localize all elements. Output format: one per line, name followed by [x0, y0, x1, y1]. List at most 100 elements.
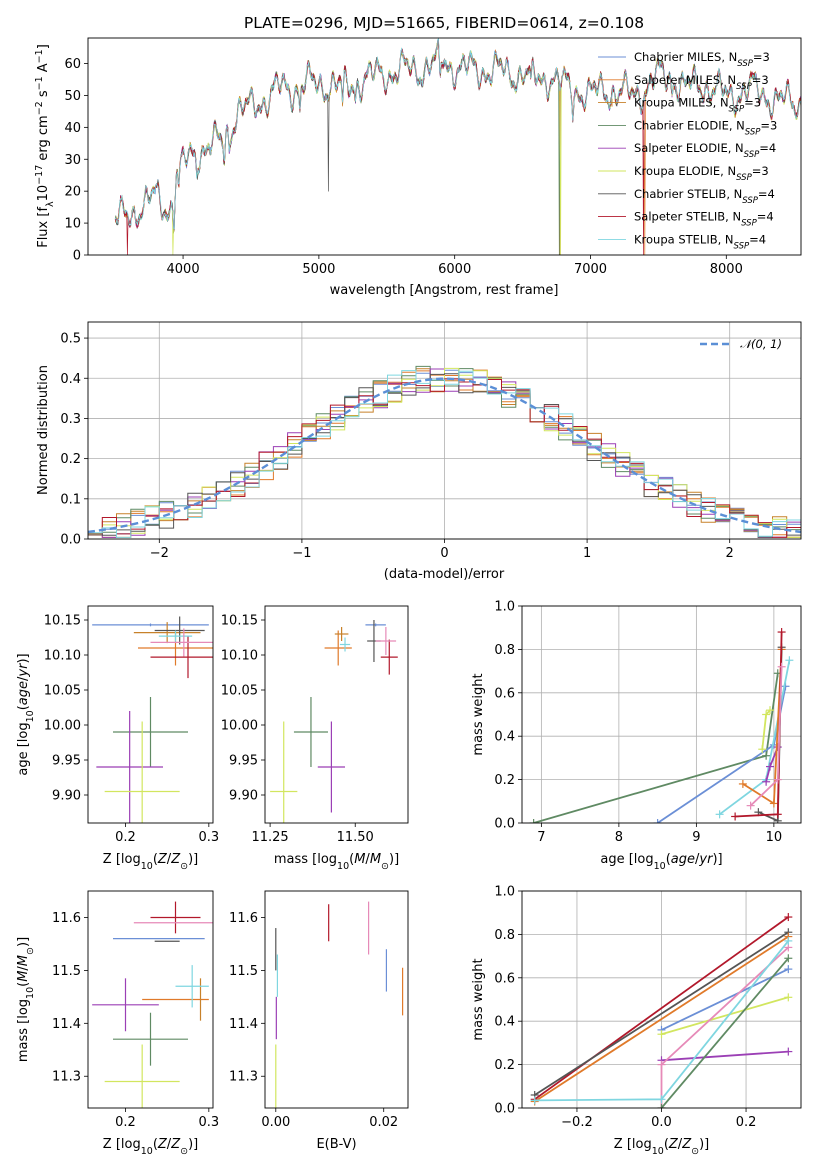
legend-count: =4: [758, 187, 775, 201]
label-part: 10: [654, 861, 666, 872]
hist-step-kroupa-elodie: [88, 367, 801, 538]
legend-count: =3: [753, 50, 770, 64]
y-tick-label: 0.4: [60, 372, 81, 387]
legend-series-name: Salpeter MILES, N: [634, 73, 736, 87]
legend-series-name: Chabrier ELODIE, N: [634, 118, 745, 132]
normal-curve: [88, 377, 801, 534]
label-part: /: [678, 1137, 683, 1152]
y-tick-label: 0.8: [494, 928, 515, 943]
label-part: mass [log: [16, 999, 31, 1062]
label-part: ⊙: [25, 947, 36, 955]
legend-series-name: Kroupa ELODIE, N: [634, 164, 736, 178]
legend-entry: Salpeter ELODIE, NSSP=4: [634, 141, 776, 160]
legend-subscript: SSP: [736, 173, 752, 183]
y-tick-label: 10.10: [44, 649, 81, 664]
legend-series-name: Salpeter STELIB, N: [634, 210, 741, 224]
label-part: 10: [25, 710, 36, 722]
label-part: −2: [34, 101, 45, 115]
plot-area: [114, 38, 801, 255]
legend-subscript: SSP: [744, 150, 760, 160]
weight-line-salpeter-miles: [534, 935, 789, 1103]
label-part: (: [16, 705, 31, 710]
label-part: M: [354, 852, 365, 867]
plot-area: [92, 901, 213, 1108]
label-part: Z [log: [103, 852, 141, 867]
axes-mass-vs-z: 0.2 0.311.311.411.511.6Z [log10(Z/Z⊙)]mas…: [16, 890, 219, 1157]
label-part: Z: [157, 1137, 168, 1152]
axes-frame: 0.2 0.311.311.411.511.6Z [log10(Z/Z⊙)]mas…: [16, 890, 219, 1157]
label-part: /: [365, 852, 370, 867]
label-part: 10: [141, 1146, 153, 1157]
x-tick-label: 0.02: [369, 1115, 398, 1130]
axes-age-vs-z: 0.2 0.3 9.90 9.95 10.00 10.05 10.10 10.15 Z [log…: [16, 605, 219, 872]
x-tick-label: 1: [583, 546, 591, 561]
y-tick-label: 0.5: [60, 332, 81, 347]
y-axis-label: mass weight: [471, 958, 486, 1040]
label-part: 10: [36, 185, 51, 202]
hist-step-salpeter-stelib: [88, 378, 801, 538]
x-tick-label: 7: [537, 830, 545, 845]
y-tick-label: 0.0: [494, 817, 515, 832]
label-part: Z: [170, 1137, 181, 1152]
x-tick-label: −2: [150, 546, 169, 561]
x-tick-label: 0.3: [198, 830, 219, 845]
label-part: )]: [188, 1137, 198, 1152]
plot-area: [530, 913, 793, 1108]
legend-entry: Chabrier ELODIE, NSSP=3: [634, 118, 777, 137]
label-part: age [log: [16, 722, 31, 775]
x-tick-label: 7000: [574, 262, 607, 277]
label-part: )]: [712, 852, 722, 867]
x-axis-label: age [log10(age/yr)]: [600, 852, 722, 872]
y-tick-label: 0.0: [494, 1102, 515, 1117]
axes-border: [87, 890, 214, 1109]
label-part: M: [370, 852, 381, 867]
legend-entry: Kroupa MILES, NSSP=3: [634, 96, 761, 115]
y-axis-label: Normed distribution: [36, 365, 51, 495]
y-tick-label: 1.0: [494, 600, 515, 615]
legend-count: =4: [759, 141, 776, 155]
x-tick-label: 0.2: [736, 1115, 757, 1130]
x-tick-label: 8: [615, 830, 623, 845]
plot-area: [88, 365, 801, 538]
axes-border: [87, 37, 802, 256]
x-tick-label: −0.2: [561, 1115, 593, 1130]
spectrum-line-kroupa-stelib: [114, 38, 801, 230]
label-part: /: [167, 852, 172, 867]
label-part: /: [695, 852, 700, 867]
y-tick-label: 10.15: [221, 614, 258, 629]
y-tick-label: 11.5: [52, 964, 81, 979]
y-tick-label: 10.15: [44, 614, 81, 629]
y-tick-label: 0.2: [60, 452, 81, 467]
x-tick-label: 0.00: [261, 1115, 290, 1130]
axes-frame: 4000 5000 6000 7000 8000 0 10 20 30 40 50 60 wavelen…: [34, 37, 802, 298]
label-part: /: [16, 676, 31, 681]
legend-series-name: Kroupa MILES, N: [634, 96, 729, 110]
label-part: λ: [45, 201, 56, 207]
label-part: (: [664, 1137, 669, 1152]
legend-series-name: Chabrier MILES, N: [634, 50, 737, 64]
y-tick-label: 20: [64, 185, 81, 200]
legend-count: =3: [752, 164, 769, 178]
legend-count: =3: [760, 118, 777, 132]
y-tick-label: 11.4: [229, 1017, 258, 1032]
axes-residual-hist: −2 −1 0 1 2 0.0 0.1 0.2 0.3 0.4 0.5 𝒩(0, 1) (data-mo…: [36, 321, 802, 582]
axes-mass-vs-ebv: 0.00 0.02 11.3 11.4 11.5 11.6 E(B-V): [229, 890, 409, 1152]
axes-spectrum: 4000 5000 6000 7000 8000 0 10 20 30 40 50 60 wavelen…: [34, 37, 802, 298]
y-tick-label: 0.3: [60, 412, 81, 427]
y-tick-label: 0.6: [494, 686, 515, 701]
label-part: age [log: [600, 852, 653, 867]
y-tick-label: 10.00: [44, 719, 81, 734]
x-tick-label: 0.3: [198, 1115, 219, 1130]
axes-border: [87, 605, 214, 824]
label-part: E(B-V): [316, 1137, 356, 1152]
y-tick-label: 30: [64, 153, 81, 168]
y-tick-label: 0.1: [60, 492, 81, 507]
label-part: Z: [170, 852, 181, 867]
weight-line-chabrier-miles: [661, 968, 789, 1031]
legend-series-name: Kroupa STELIB, N: [634, 232, 734, 246]
label-part: Z [log: [614, 1137, 652, 1152]
legend-series-name: Chabrier STELIB, N: [634, 187, 742, 201]
axes-frame: 11.25 11.50 9.90 9.95 10.00 10.05 10.10 10.15 ma…: [221, 605, 409, 872]
y-tick-label: 0.0: [60, 533, 81, 548]
weight-line-extra_pink: [660, 946, 789, 1108]
